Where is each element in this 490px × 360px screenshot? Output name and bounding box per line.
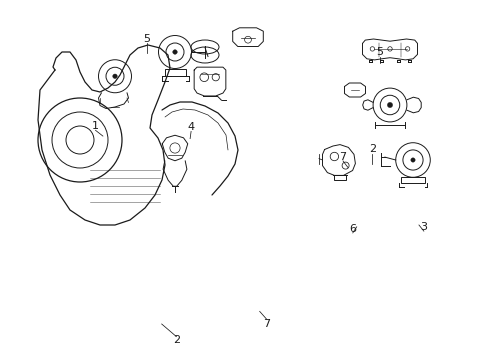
Bar [165, 68, 186, 76]
Circle shape [113, 74, 117, 78]
Text: 7: 7 [340, 152, 346, 162]
Text: 5: 5 [376, 47, 383, 57]
Text: 1: 1 [92, 121, 99, 131]
Text: 2: 2 [173, 335, 180, 345]
Text: 7: 7 [264, 319, 270, 329]
Text: 3: 3 [420, 222, 427, 232]
Circle shape [411, 158, 415, 162]
Text: 4: 4 [188, 122, 195, 132]
Text: 5: 5 [144, 34, 150, 44]
Text: 2: 2 [369, 144, 376, 154]
Bar [401, 177, 424, 183]
Bar [334, 175, 345, 180]
Circle shape [388, 102, 392, 108]
Text: 6: 6 [349, 224, 356, 234]
Circle shape [173, 50, 177, 54]
